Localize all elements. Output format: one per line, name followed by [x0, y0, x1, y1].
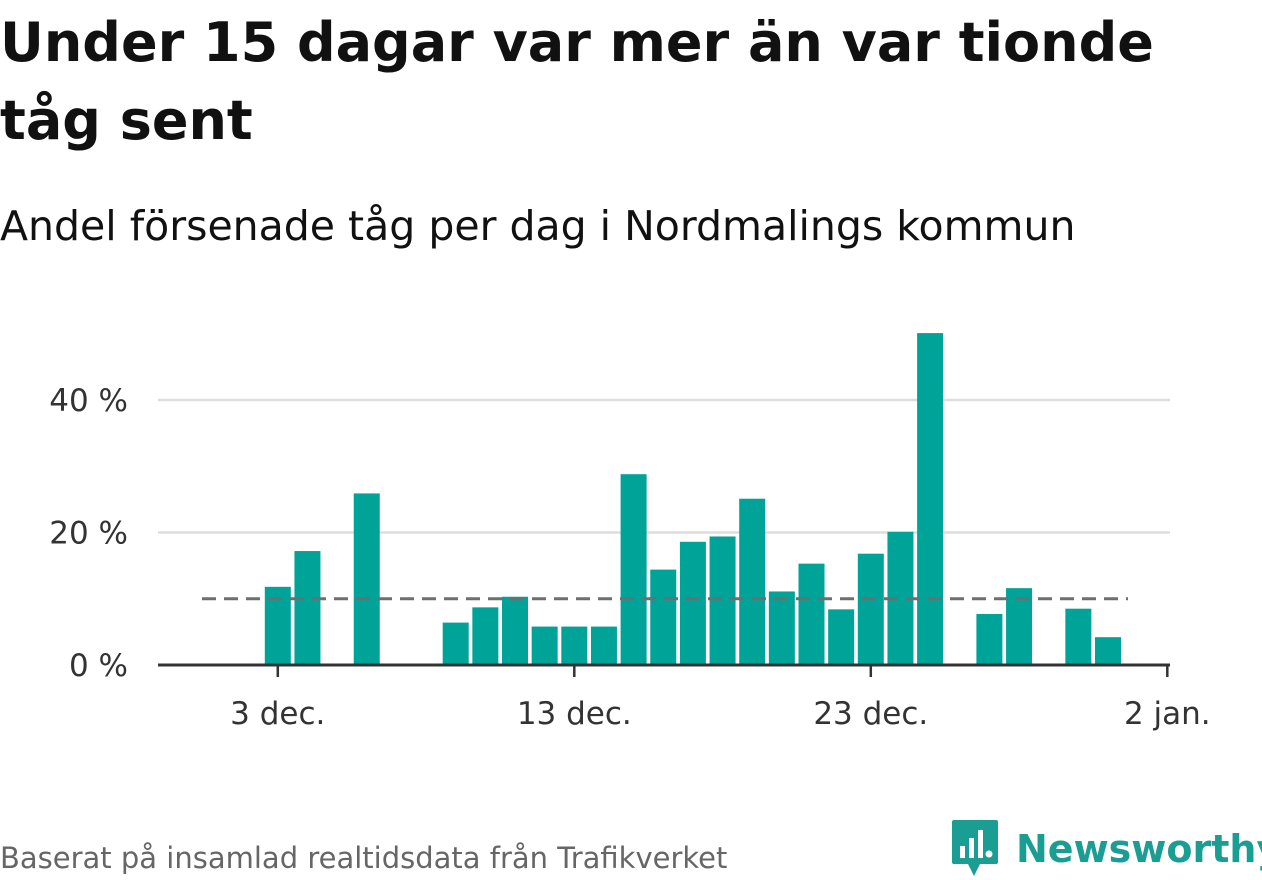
axes: 0 % 20 % 40 % 3 dec. 13 dec. 23 dec. 2 jan.	[49, 383, 1210, 732]
bar	[798, 563, 825, 665]
bar	[531, 626, 558, 665]
bar	[620, 474, 647, 665]
bar	[709, 536, 736, 665]
x-tick-label: 13 dec.	[517, 696, 632, 732]
x-tick-label: 3 dec.	[230, 696, 325, 732]
bar	[590, 626, 617, 665]
y-tick-label: 0 %	[69, 648, 128, 684]
y-tick-label: 40 %	[49, 383, 128, 419]
brand-name: Newsworthy	[1016, 827, 1262, 871]
x-tick-label: 23 dec.	[813, 696, 928, 732]
newsworthy-logo: Newsworthy	[950, 818, 1262, 880]
grid-lines	[158, 398, 1170, 534]
bar	[1095, 637, 1121, 665]
bar-chart: 0 % 20 % 40 % 3 dec. 13 dec. 23 dec. 2 jan.	[49, 333, 1211, 732]
bar	[739, 498, 766, 665]
bars	[264, 333, 1121, 665]
bar	[828, 609, 855, 665]
x-tick-label: 2 jan.	[1124, 696, 1211, 732]
bar	[353, 493, 380, 665]
bar	[768, 591, 795, 665]
newsworthy-logo-icon	[952, 820, 998, 876]
bar	[502, 596, 528, 665]
bar	[976, 613, 1003, 665]
bar	[679, 541, 706, 665]
bar	[650, 569, 677, 665]
bar	[294, 551, 321, 665]
bar	[857, 553, 884, 665]
bar	[442, 622, 469, 665]
bar	[561, 626, 588, 665]
source-note: Baserat på insamlad realtidsdata från Tr…	[0, 841, 728, 875]
chart-subtitle: Andel försenade tåg per dag i Nordmaling…	[0, 202, 1076, 250]
bar	[917, 333, 944, 665]
y-tick-label: 20 %	[49, 516, 128, 552]
chart-title: Under 15 dagar var mer än var tionde tåg…	[0, 11, 1154, 152]
bar	[1006, 588, 1033, 665]
bar	[472, 607, 499, 665]
bar	[1065, 608, 1092, 665]
